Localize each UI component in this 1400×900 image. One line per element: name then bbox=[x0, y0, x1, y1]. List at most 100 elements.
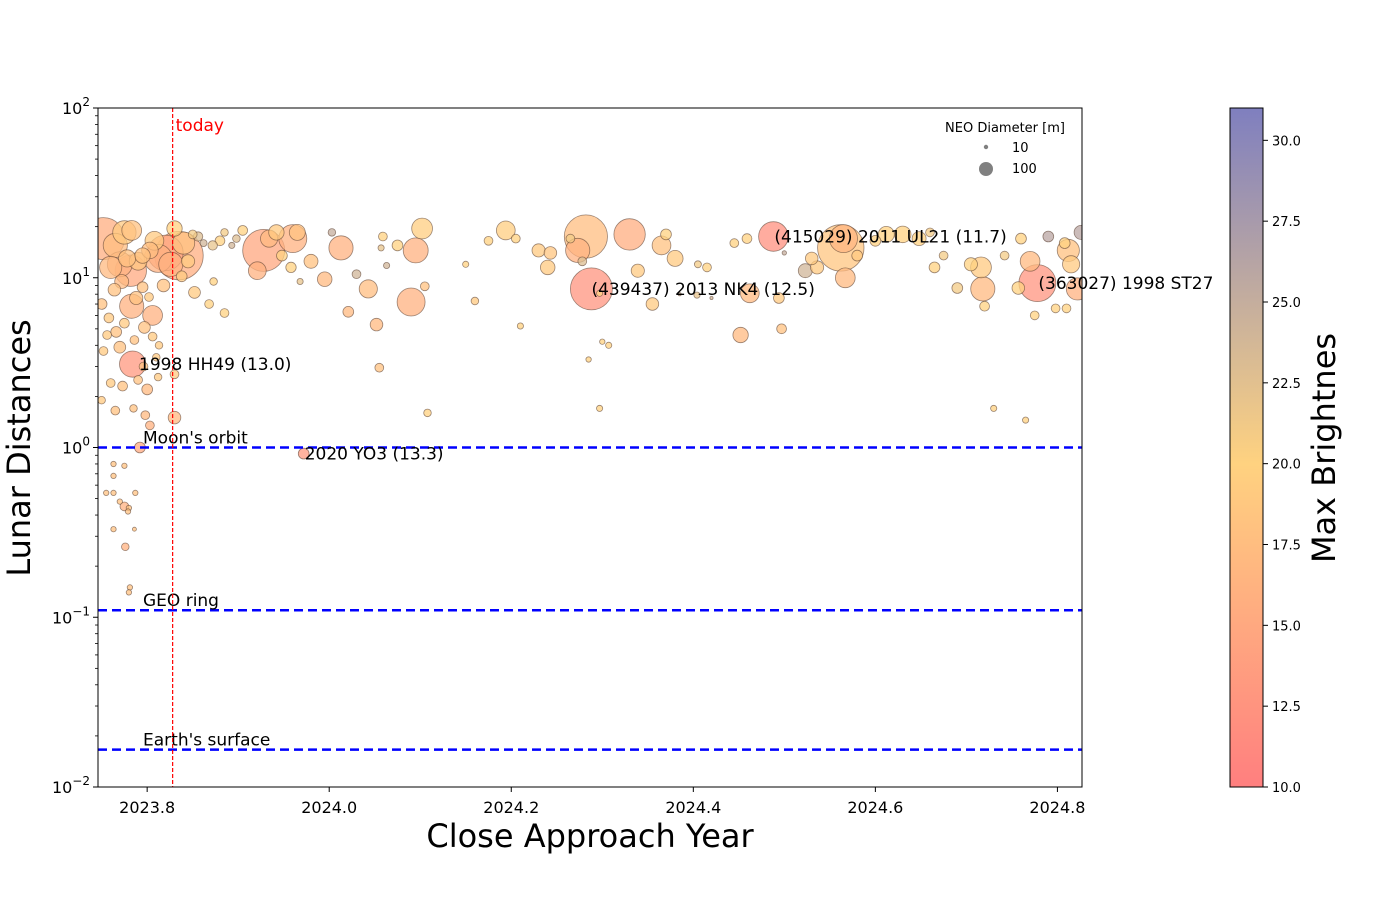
data-point bbox=[147, 331, 158, 342]
data-point bbox=[119, 317, 130, 329]
colorbar-ticks: 10.0 12.5 15.0 17.5 20.0 22.5 25.0 27.5 30.0 bbox=[1263, 134, 1301, 796]
data-point bbox=[411, 217, 433, 240]
data-point bbox=[129, 290, 144, 305]
data-point bbox=[516, 322, 524, 330]
data-point bbox=[237, 225, 249, 236]
data-point bbox=[677, 292, 682, 297]
size-legend: NEO Diameter [m] 10 100 bbox=[945, 121, 1065, 177]
data-point bbox=[565, 233, 576, 244]
data-point bbox=[126, 584, 133, 591]
data-point bbox=[613, 218, 646, 251]
data-point bbox=[105, 378, 116, 388]
data-point bbox=[117, 380, 128, 392]
data-point bbox=[175, 270, 188, 283]
data-point bbox=[129, 335, 140, 345]
today-label: today bbox=[176, 116, 224, 136]
point-annotation: 2020 YO3 (13.3) bbox=[305, 445, 444, 465]
today-line: today bbox=[172, 108, 224, 787]
data-point bbox=[739, 283, 760, 304]
data-point bbox=[110, 526, 117, 533]
data-point bbox=[483, 236, 494, 246]
data-point bbox=[999, 250, 1010, 261]
data-point bbox=[138, 361, 149, 372]
colorbar-tick-label: 20.0 bbox=[1272, 458, 1301, 473]
data-point bbox=[1022, 416, 1030, 424]
data-point bbox=[702, 262, 712, 273]
data-point bbox=[693, 291, 701, 299]
data-point bbox=[118, 249, 137, 268]
reference-line-label: Moon's orbit bbox=[143, 429, 248, 449]
data-point bbox=[938, 250, 949, 261]
data-point bbox=[296, 277, 304, 285]
data-point bbox=[377, 244, 385, 252]
x-tick-label: 2024.6 bbox=[847, 798, 903, 817]
data-point bbox=[1065, 277, 1082, 301]
data-point bbox=[141, 383, 154, 396]
data-point bbox=[214, 235, 226, 247]
data-point bbox=[383, 261, 391, 269]
data-point bbox=[121, 220, 142, 241]
data-point bbox=[133, 375, 143, 385]
data-point bbox=[98, 396, 106, 405]
data-point bbox=[98, 346, 109, 356]
x-tick-label: 2023.8 bbox=[119, 798, 175, 817]
data-point bbox=[462, 260, 470, 268]
data-point bbox=[911, 231, 927, 247]
data-point bbox=[596, 404, 604, 412]
data-point bbox=[140, 410, 151, 421]
legend-title: NEO Diameter [m] bbox=[945, 121, 1065, 136]
data-point bbox=[990, 404, 998, 412]
data-point bbox=[110, 489, 117, 496]
data-point bbox=[1050, 303, 1061, 314]
data-point bbox=[276, 249, 288, 262]
colorbar-tick-label: 22.5 bbox=[1272, 377, 1301, 392]
data-point bbox=[630, 263, 645, 278]
colorbar-tick-label: 25.0 bbox=[1272, 296, 1301, 311]
data-point bbox=[596, 289, 604, 297]
data-point bbox=[869, 235, 882, 247]
data-point bbox=[645, 297, 660, 311]
y-tick-label: 10−2 bbox=[52, 774, 90, 797]
data-point bbox=[605, 341, 613, 349]
point-annotation: (415029) 2011 UL21 (11.7) bbox=[774, 227, 1006, 247]
data-point bbox=[121, 542, 130, 551]
data-point bbox=[599, 338, 606, 345]
data-point bbox=[156, 278, 171, 293]
data-point bbox=[951, 282, 964, 294]
colorbar: 10.0 12.5 15.0 17.5 20.0 22.5 25.0 27.5 30.0 Max… bbox=[1229, 107, 1343, 796]
reference-line-label: GEO ring bbox=[143, 591, 219, 611]
y-axis: 10−2 10−1 100 101 102 bbox=[52, 95, 98, 797]
colorbar-tick-label: 17.5 bbox=[1272, 539, 1301, 554]
data-point bbox=[110, 405, 121, 416]
point-annotation: (439437) 2013 NK4 (12.5) bbox=[591, 280, 814, 300]
data-point bbox=[342, 305, 355, 318]
y-tick-label: 102 bbox=[62, 95, 90, 118]
data-point bbox=[378, 231, 388, 242]
colorbar-tick-label: 10.0 bbox=[1272, 781, 1301, 796]
x-tick-label: 2024.2 bbox=[483, 798, 539, 817]
data-point bbox=[187, 229, 198, 240]
data-point bbox=[423, 408, 432, 418]
data-point bbox=[167, 410, 182, 425]
data-point bbox=[107, 283, 122, 297]
data-point bbox=[102, 330, 112, 340]
data-point bbox=[666, 249, 684, 267]
data-point bbox=[188, 286, 201, 299]
data-point bbox=[285, 261, 297, 273]
colorbar-tick-label: 27.5 bbox=[1272, 215, 1301, 230]
data-point bbox=[391, 239, 404, 252]
data-point bbox=[110, 472, 117, 479]
data-point bbox=[851, 249, 863, 262]
data-point bbox=[374, 362, 385, 373]
data-point bbox=[709, 295, 714, 300]
data-point bbox=[153, 372, 163, 382]
data-point bbox=[660, 228, 672, 241]
colorbar-title: Max Brightnes bbox=[1305, 333, 1343, 563]
data-point bbox=[247, 261, 267, 281]
data-point bbox=[131, 526, 137, 532]
data-point bbox=[829, 224, 858, 254]
data-point bbox=[1015, 232, 1027, 245]
data-point bbox=[103, 312, 115, 324]
data-point bbox=[781, 250, 787, 256]
